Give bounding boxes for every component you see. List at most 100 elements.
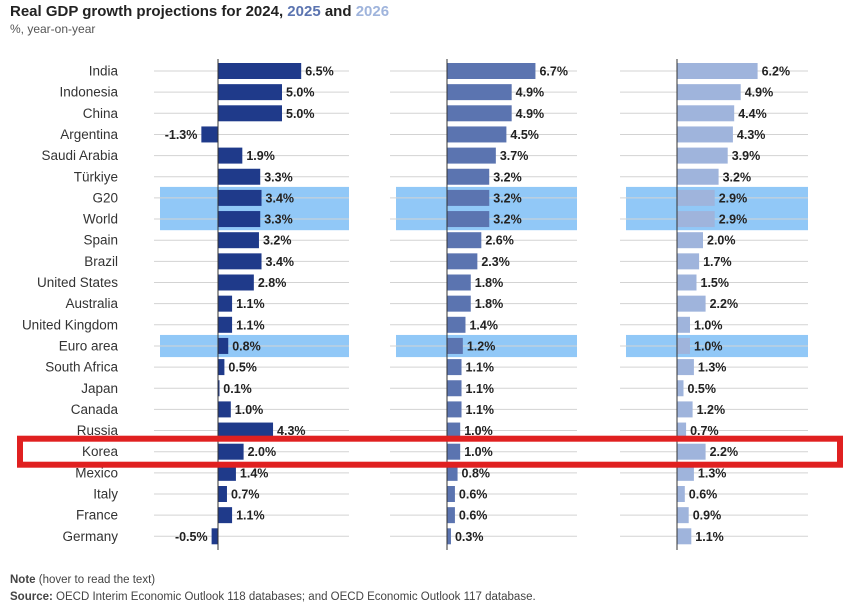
bar-spain-2024[interactable]: [218, 232, 259, 249]
bar-saudi-arabia-2024[interactable]: [218, 147, 243, 164]
bar-world-2024[interactable]: [218, 211, 261, 228]
bar-germany-2025[interactable]: [447, 528, 451, 545]
bar-australia-2026[interactable]: [677, 295, 706, 312]
bar-world-2025[interactable]: [447, 211, 490, 228]
bar-germany-2026[interactable]: [677, 528, 692, 545]
bar-g20-2024[interactable]: [218, 189, 262, 206]
category-label-brazil: Brazil: [84, 254, 118, 269]
bar-euro-area-2026[interactable]: [677, 337, 690, 354]
value-label-china-2024: 5.0%: [286, 107, 315, 121]
bar-italy-2024[interactable]: [218, 486, 227, 502]
bar-korea-2026[interactable]: [677, 443, 706, 460]
bar-canada-2026[interactable]: [677, 401, 693, 418]
bar-t-rkiye-2025[interactable]: [447, 168, 490, 185]
category-label-russia: Russia: [77, 423, 119, 438]
bar-japan-2026[interactable]: [677, 380, 684, 397]
bar-argentina-2025[interactable]: [447, 126, 507, 143]
title-and: and: [324, 3, 352, 20]
data-labels: 6.5% 5.0% 5.0% -1.3% 1.9% 3.3% 3.4% 3.3% 3.2% 3.4…: [165, 65, 790, 544]
source-text: OECD Interim Economic Outlook 118 databa…: [56, 591, 536, 603]
bar-united-kingdom-2024[interactable]: [218, 316, 233, 333]
value-label-korea-2024: 2.0%: [248, 445, 277, 459]
bar-germany-2024[interactable]: [211, 528, 218, 545]
bar-brazil-2025[interactable]: [447, 253, 478, 270]
bar-japan-2024[interactable]: [218, 380, 220, 397]
value-label-t-rkiye-2024: 3.3%: [264, 170, 293, 184]
bar-united-kingdom-2026[interactable]: [677, 316, 690, 333]
bar-south-africa-2025[interactable]: [447, 359, 462, 376]
bar-euro-area-2025[interactable]: [447, 337, 463, 354]
value-label-mexico-2025: 0.8%: [462, 466, 491, 480]
bar-united-states-2025[interactable]: [447, 274, 471, 291]
bar-argentina-2026[interactable]: [677, 126, 733, 143]
bar-united-kingdom-2025[interactable]: [447, 316, 466, 333]
bar-mexico-2025[interactable]: [447, 464, 458, 481]
bar-saudi-arabia-2026[interactable]: [677, 147, 728, 164]
source-label: Source:: [10, 591, 53, 603]
note-line[interactable]: Note (hover to read the text): [10, 572, 536, 589]
category-label-indonesia: Indonesia: [59, 85, 118, 100]
value-label-canada-2025: 1.1%: [466, 403, 495, 417]
value-label-japan-2026: 0.5%: [688, 382, 717, 396]
bar-australia-2024[interactable]: [218, 295, 233, 312]
category-label-g20: G20: [92, 190, 118, 205]
value-label-canada-2026: 1.2%: [697, 403, 726, 417]
bar-world-2026[interactable]: [677, 211, 715, 228]
bar-india-2024[interactable]: [218, 63, 302, 79]
bar-united-states-2026[interactable]: [677, 274, 697, 291]
value-label-germany-2025: 0.3%: [455, 530, 484, 544]
bar-mexico-2026[interactable]: [677, 464, 694, 481]
bar-canada-2024[interactable]: [218, 401, 231, 418]
category-label-united-states: United States: [37, 275, 118, 290]
bar-russia-2024[interactable]: [218, 422, 274, 439]
bar-korea-2025[interactable]: [447, 443, 461, 460]
value-label-saudi-arabia-2024: 1.9%: [246, 149, 275, 163]
bar-italy-2025[interactable]: [447, 486, 455, 502]
bar-g20-2025[interactable]: [447, 189, 490, 206]
bar-france-2024[interactable]: [218, 507, 233, 524]
bar-indonesia-2024[interactable]: [218, 84, 282, 101]
bar-china-2026[interactable]: [677, 105, 735, 122]
bar-argentina-2024[interactable]: [201, 126, 218, 143]
bar-euro-area-2024[interactable]: [218, 337, 229, 354]
bar-india-2026[interactable]: [677, 63, 758, 79]
bar-china-2024[interactable]: [218, 105, 282, 122]
bar-france-2025[interactable]: [447, 507, 455, 524]
bar-united-states-2024[interactable]: [218, 274, 254, 291]
bar-saudi-arabia-2025[interactable]: [447, 147, 496, 164]
bar-russia-2025[interactable]: [447, 422, 461, 439]
bar-japan-2025[interactable]: [447, 380, 462, 397]
bar-india-2025[interactable]: [447, 63, 536, 79]
zero-axes: [217, 59, 678, 550]
bar-t-rkiye-2026[interactable]: [677, 168, 719, 185]
value-label-south-africa-2026: 1.3%: [698, 361, 727, 375]
value-label-australia-2024: 1.1%: [236, 297, 265, 311]
value-label-india-2026: 6.2%: [762, 65, 791, 79]
bar-france-2026[interactable]: [677, 507, 689, 524]
bar-t-rkiye-2024[interactable]: [218, 168, 261, 185]
bar-mexico-2024[interactable]: [218, 464, 236, 481]
bar-russia-2026[interactable]: [677, 422, 687, 439]
bar-spain-2026[interactable]: [677, 232, 703, 249]
value-label-indonesia-2024: 5.0%: [286, 86, 315, 100]
bar-canada-2025[interactable]: [447, 401, 462, 418]
bar-brazil-2026[interactable]: [677, 253, 700, 270]
bar-south-africa-2026[interactable]: [677, 359, 694, 376]
bar-indonesia-2026[interactable]: [677, 84, 741, 101]
value-label-spain-2025: 2.6%: [485, 234, 514, 248]
bar-australia-2025[interactable]: [447, 295, 471, 312]
value-label-g20-2026: 2.9%: [719, 191, 748, 205]
value-label-g20-2025: 3.2%: [493, 191, 522, 205]
bar-china-2025[interactable]: [447, 105, 512, 122]
bar-indonesia-2025[interactable]: [447, 84, 512, 101]
value-label-india-2025: 6.7%: [539, 65, 568, 79]
bar-brazil-2024[interactable]: [218, 253, 262, 270]
source-line: Source: OECD Interim Economic Outlook 11…: [10, 589, 536, 606]
bar-italy-2026[interactable]: [677, 486, 685, 502]
bar-korea-2024[interactable]: [218, 443, 244, 460]
bar-spain-2025[interactable]: [447, 232, 482, 249]
value-label-united-kingdom-2024: 1.1%: [236, 318, 265, 332]
value-label-korea-2025: 1.0%: [464, 445, 493, 459]
bar-g20-2026[interactable]: [677, 189, 715, 206]
bar-south-africa-2024[interactable]: [218, 359, 225, 376]
